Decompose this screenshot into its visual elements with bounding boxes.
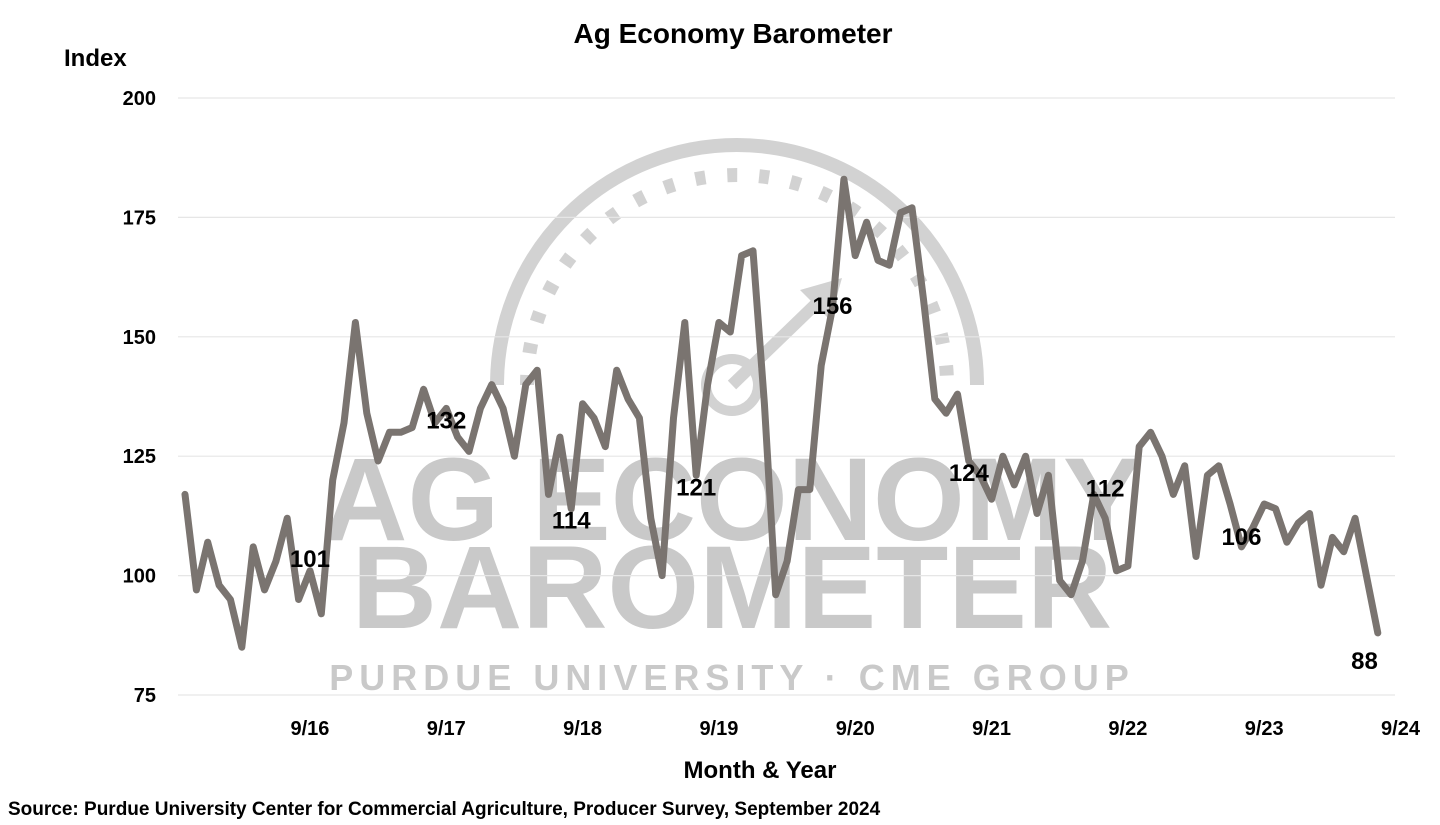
data-label: 132	[426, 407, 466, 434]
x-tick-label: 9/18	[563, 718, 602, 740]
x-tick-label: 9/16	[290, 718, 329, 740]
y-tick-label: 200	[123, 88, 156, 110]
y-tick-label: 175	[123, 207, 156, 229]
x-tick-label: 9/23	[1245, 718, 1284, 740]
data-label: 106	[1221, 524, 1261, 551]
data-label: 124	[949, 460, 990, 487]
y-tick-label: 125	[123, 446, 156, 468]
y-tick-label: 75	[134, 685, 156, 707]
x-tick-label: 9/20	[836, 718, 875, 740]
y-tick-label: 150	[123, 327, 156, 349]
x-tick-label: 9/21	[972, 718, 1011, 740]
series-line	[181, 175, 1382, 651]
x-tick-label: 9/24	[1381, 718, 1421, 740]
x-axis-label: Month & Year	[684, 757, 837, 784]
watermark-gauge-dashes	[520, 168, 954, 386]
watermark-line3: PURDUE UNIVERSITY · CME GROUP	[329, 657, 1134, 698]
data-label: 121	[676, 474, 716, 501]
watermark-gauge-needle	[727, 295, 825, 390]
x-tick-label: 9/17	[427, 718, 466, 740]
source-note: Source: Purdue University Center for Com…	[8, 799, 881, 820]
data-label: 114	[552, 508, 591, 535]
x-tick-label: 9/19	[699, 718, 738, 740]
data-annotations: 101 132 114 121 156 124 112 106 88	[290, 293, 1378, 675]
y-tick-labels: 75 100 125 150 175 200	[123, 88, 156, 707]
watermark-line2: BAROMETER	[352, 522, 1112, 654]
y-axis-label: Index	[64, 45, 127, 72]
x-tick-label: 9/22	[1108, 718, 1147, 740]
chart-title: Ag Economy Barometer	[574, 18, 893, 49]
data-label: 156	[812, 293, 852, 320]
x-tick-labels: 9/16 9/17 9/18 9/19 9/20 9/21 9/22 9/23 9/24	[290, 718, 1420, 740]
data-label: 88	[1351, 648, 1378, 675]
watermark-gauge-arc	[490, 138, 984, 386]
data-label: 112	[1086, 475, 1125, 502]
y-tick-label: 100	[123, 566, 156, 588]
data-label: 101	[290, 546, 330, 573]
